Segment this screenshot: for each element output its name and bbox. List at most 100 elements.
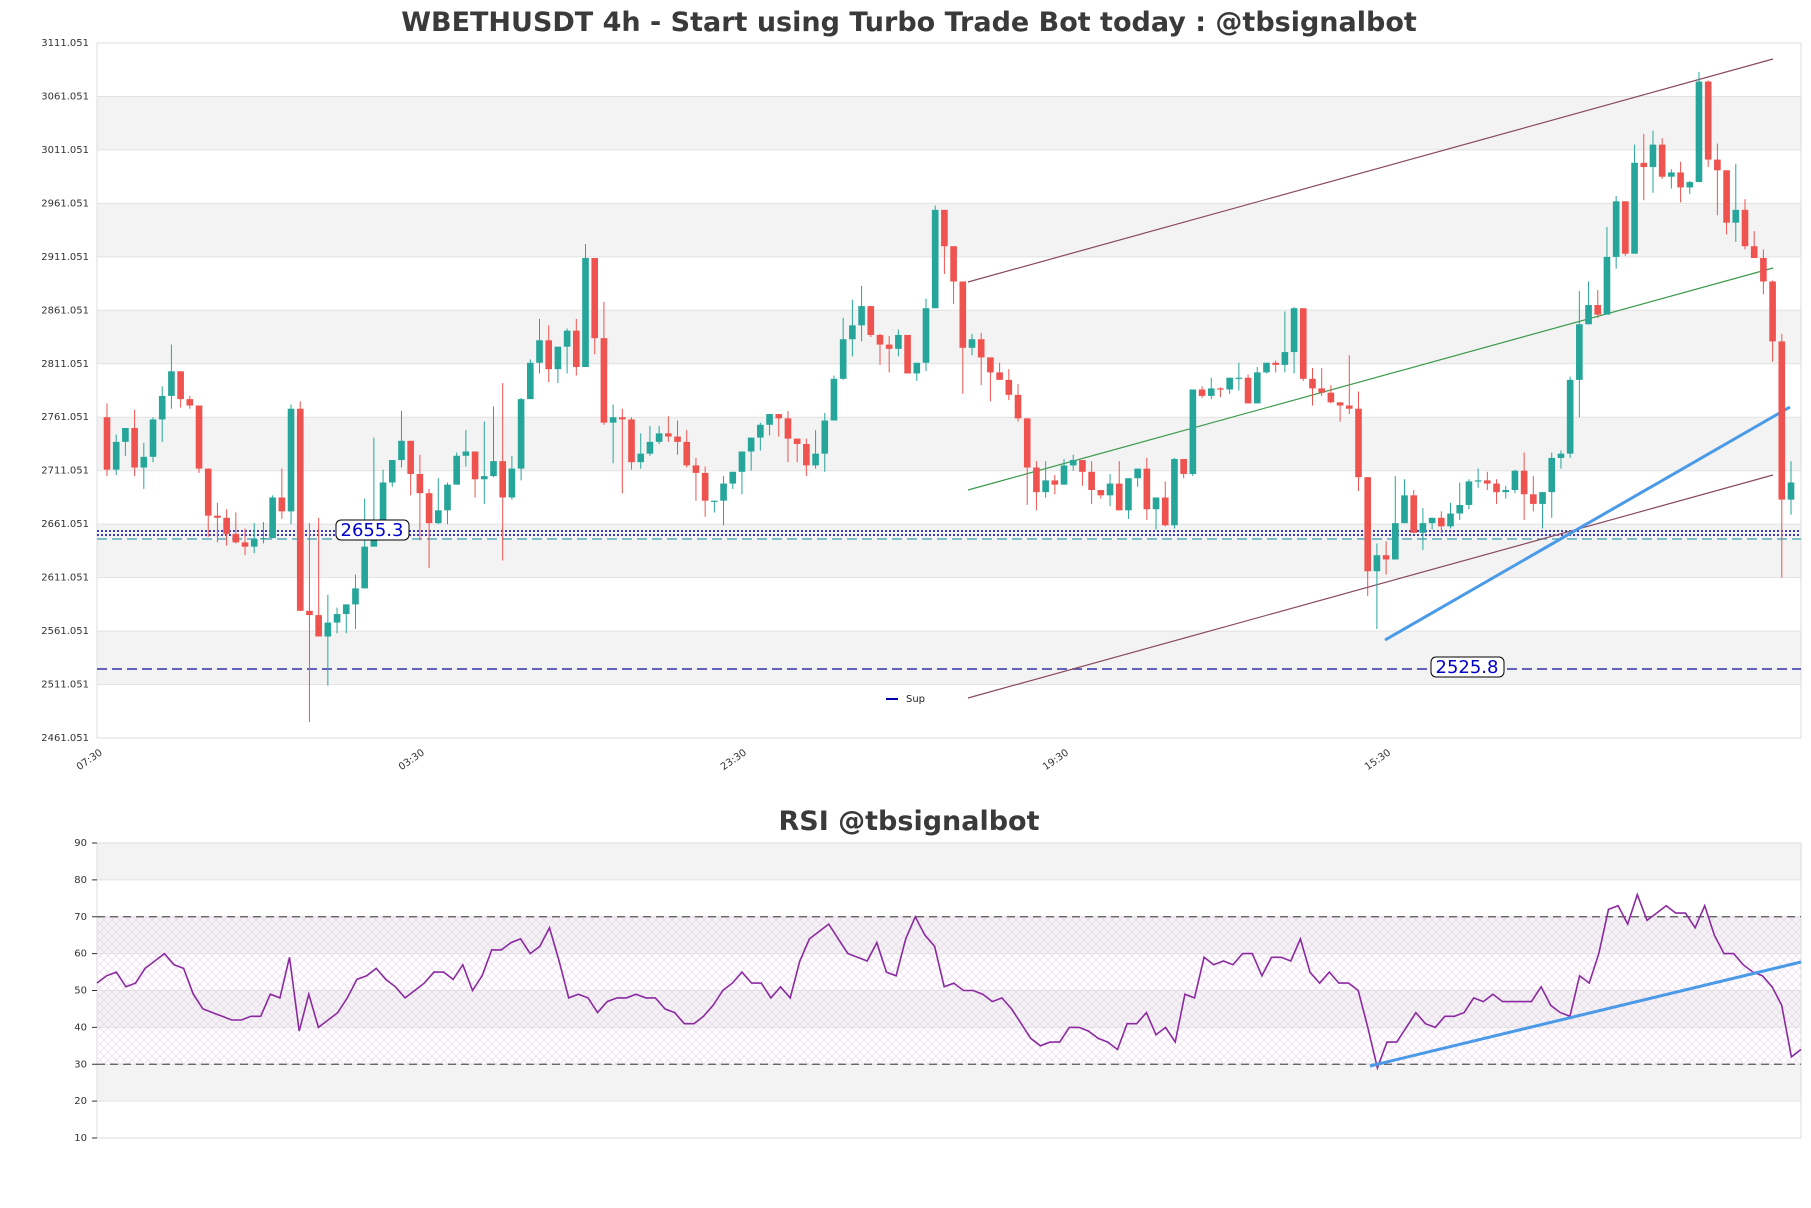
candle-body bbox=[1576, 324, 1583, 380]
candle-body bbox=[1511, 470, 1519, 490]
candle-body bbox=[508, 468, 516, 498]
candle-body bbox=[784, 418, 792, 439]
candle-body bbox=[1088, 471, 1095, 490]
candle-body bbox=[526, 362, 534, 400]
price-trend-line bbox=[1384, 405, 1791, 642]
candle-body bbox=[490, 461, 497, 477]
candle-body bbox=[793, 438, 801, 445]
candle-body bbox=[260, 538, 267, 540]
rsi-y-tick-label: 90 bbox=[74, 838, 87, 849]
rsi-y-tick-label: 80 bbox=[74, 875, 87, 886]
rsi-y-tick-label: 40 bbox=[74, 1022, 87, 1033]
price-y-tick-label: 2611.051 bbox=[41, 573, 89, 584]
candle-body bbox=[168, 371, 175, 396]
channel-mid-line bbox=[967, 267, 1774, 491]
candle-body bbox=[1695, 81, 1703, 183]
candlestick-series bbox=[103, 71, 1795, 723]
candle-body bbox=[1198, 389, 1206, 396]
candle-body bbox=[1760, 257, 1767, 282]
rsi-y-tick-label: 70 bbox=[74, 912, 87, 923]
candle-body bbox=[1493, 483, 1500, 493]
candle-body bbox=[1622, 201, 1629, 254]
candle-body bbox=[959, 281, 967, 348]
rsi-y-tick-label: 20 bbox=[74, 1096, 87, 1107]
candle-body bbox=[140, 456, 148, 468]
price-y-tick-label: 2861.051 bbox=[41, 305, 89, 316]
price-y-tick-label: 3061.051 bbox=[41, 91, 89, 102]
candle-body bbox=[499, 461, 507, 498]
candle-body bbox=[1732, 209, 1740, 223]
price-x-axis: 07:30 03:30 23:30 19:30 15:30 bbox=[75, 747, 1393, 773]
candle-body bbox=[839, 339, 847, 379]
candle-body bbox=[1336, 402, 1344, 406]
candle-body bbox=[922, 308, 930, 363]
candle-body bbox=[1327, 392, 1335, 403]
rsi-trend-line bbox=[1369, 960, 1802, 1068]
price-chart-title: WBETHUSDT 4h - Start using Turbo Trade B… bbox=[401, 7, 1417, 38]
price-y-tick-label: 3111.051 bbox=[41, 38, 89, 49]
candle-body bbox=[379, 482, 387, 525]
price-y-tick-label: 2461.051 bbox=[41, 733, 89, 744]
candle-body bbox=[1428, 517, 1436, 524]
candle-body bbox=[1272, 362, 1279, 365]
candle-body bbox=[1005, 379, 1013, 395]
price-band bbox=[97, 310, 1801, 364]
candle-body bbox=[885, 344, 893, 349]
candle-body bbox=[1152, 497, 1160, 510]
candle-body bbox=[628, 419, 635, 463]
candle-body bbox=[434, 510, 442, 524]
candle-body bbox=[1042, 480, 1049, 493]
candle-body bbox=[876, 334, 884, 345]
candle-body bbox=[554, 346, 562, 370]
candle-body bbox=[1456, 504, 1464, 514]
price-label-2655: 2655.3 bbox=[341, 520, 404, 541]
candle-body bbox=[821, 420, 829, 454]
candle-body bbox=[315, 615, 322, 637]
candle-body bbox=[1566, 379, 1574, 454]
rsi-y-tick-label: 50 bbox=[74, 986, 87, 997]
candle-body bbox=[1263, 362, 1270, 373]
candle-body bbox=[1364, 477, 1372, 572]
candle-body bbox=[462, 451, 470, 456]
candle-body bbox=[1023, 418, 1031, 468]
candle-body bbox=[1318, 388, 1326, 393]
candle-body bbox=[1079, 460, 1086, 472]
candle-body bbox=[1106, 483, 1114, 496]
candle-body bbox=[1235, 377, 1243, 379]
price-x-tick-label: 03:30 bbox=[397, 747, 427, 773]
candle-body bbox=[324, 622, 332, 637]
candle-body bbox=[517, 399, 525, 469]
price-y-tick-label: 2911.051 bbox=[41, 252, 89, 263]
price-label-2525-box bbox=[1430, 656, 1505, 678]
candle-body bbox=[158, 395, 166, 420]
candle-body bbox=[223, 517, 230, 534]
candle-body bbox=[122, 427, 129, 442]
candle-body bbox=[849, 325, 856, 340]
price-x-tick-label: 07:30 bbox=[75, 747, 105, 773]
candle-body bbox=[1373, 555, 1381, 572]
legend-sup-label: Sup bbox=[906, 694, 925, 705]
candle-body bbox=[977, 339, 985, 358]
price-band bbox=[97, 96, 1801, 150]
candle-body bbox=[1438, 517, 1445, 527]
candle-body bbox=[1640, 162, 1648, 168]
candle-body bbox=[738, 451, 746, 472]
price-y-tick-label: 3011.051 bbox=[41, 145, 89, 156]
candle-body bbox=[812, 453, 819, 466]
rsi-y-tick-label: 60 bbox=[74, 949, 87, 960]
channel-lower-line bbox=[967, 474, 1774, 699]
candle-body bbox=[1189, 389, 1197, 474]
candle-body bbox=[904, 334, 911, 374]
rsi-y-axis: 90 80 70 60 50 40 30 20 10 bbox=[74, 838, 97, 1144]
candle-body bbox=[361, 546, 368, 589]
candle-body bbox=[867, 306, 875, 335]
rsi-chart-title: RSI @tbsignalbot bbox=[778, 806, 1039, 837]
candle-body bbox=[1787, 482, 1795, 500]
candle-body bbox=[1750, 246, 1758, 258]
candle-body bbox=[582, 257, 589, 368]
candle-body bbox=[1474, 480, 1482, 482]
candle-body bbox=[1723, 170, 1730, 223]
price-label-2655-box bbox=[335, 519, 410, 541]
rsi-band bbox=[97, 843, 1801, 880]
